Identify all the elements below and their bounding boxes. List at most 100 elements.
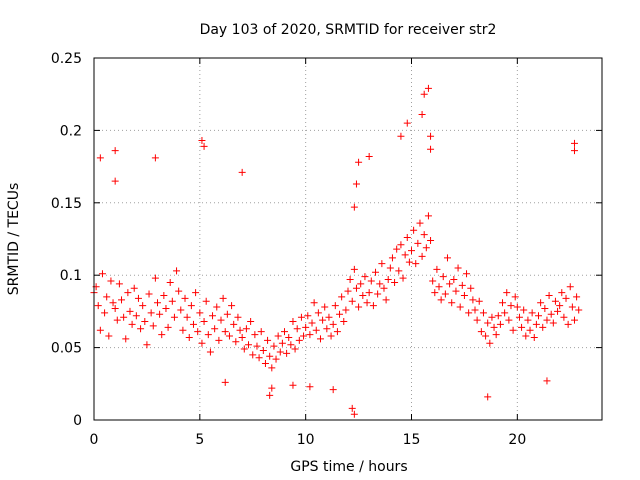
data-point xyxy=(467,284,475,292)
x-tick-label: 10 xyxy=(297,432,315,448)
data-point xyxy=(329,386,337,394)
data-point xyxy=(441,290,449,298)
data-point xyxy=(111,305,119,313)
data-point xyxy=(463,270,471,278)
data-point xyxy=(352,284,360,292)
data-point xyxy=(348,297,356,305)
data-point xyxy=(321,303,329,311)
data-point xyxy=(418,252,426,260)
data-point xyxy=(300,332,308,340)
data-point xyxy=(429,277,437,285)
data-point xyxy=(327,332,335,340)
data-point xyxy=(378,260,386,268)
data-point xyxy=(126,307,134,315)
data-point xyxy=(530,333,538,341)
data-point xyxy=(490,323,498,331)
data-point xyxy=(543,377,551,385)
data-point xyxy=(94,302,102,310)
data-point xyxy=(192,289,200,297)
data-point xyxy=(177,306,185,314)
axis-ticks xyxy=(93,57,602,421)
data-point xyxy=(397,132,405,140)
data-point xyxy=(202,297,210,305)
data-point xyxy=(537,299,545,307)
data-point xyxy=(289,318,297,326)
data-point xyxy=(562,294,570,302)
data-point xyxy=(416,219,424,227)
data-point xyxy=(501,309,509,317)
data-point xyxy=(228,302,236,310)
plot-frame xyxy=(93,57,603,421)
data-point xyxy=(312,326,320,334)
data-point xyxy=(200,318,208,326)
data-point xyxy=(418,110,426,118)
data-point xyxy=(234,313,242,321)
data-point xyxy=(414,239,422,247)
data-point xyxy=(575,306,583,314)
data-point xyxy=(268,364,276,372)
data-point xyxy=(446,280,454,288)
data-point xyxy=(316,335,324,343)
data-point xyxy=(513,303,521,311)
data-point xyxy=(128,320,136,328)
data-point xyxy=(308,319,316,327)
data-point xyxy=(420,231,428,239)
data-point xyxy=(350,265,358,273)
data-point xyxy=(139,302,147,310)
data-point xyxy=(391,278,399,286)
data-point xyxy=(198,137,206,145)
data-point xyxy=(238,333,246,341)
data-point xyxy=(109,299,117,307)
data-point xyxy=(374,290,382,298)
x-tick-label: 20 xyxy=(508,432,526,448)
data-point xyxy=(111,147,119,155)
data-point xyxy=(257,328,265,336)
data-point xyxy=(245,341,253,349)
data-point xyxy=(361,273,369,281)
data-point xyxy=(204,331,212,339)
data-point xyxy=(306,383,314,391)
y-tick-label: 0.25 xyxy=(51,51,82,67)
data-point xyxy=(570,139,578,147)
data-point xyxy=(568,303,576,311)
data-point xyxy=(535,312,542,320)
data-points xyxy=(90,84,583,418)
data-point xyxy=(281,328,288,336)
data-point xyxy=(433,265,441,273)
data-point xyxy=(236,326,244,334)
data-point xyxy=(564,320,572,328)
data-point xyxy=(293,325,301,333)
data-point xyxy=(469,296,477,304)
data-point xyxy=(179,326,187,334)
data-point xyxy=(539,323,547,331)
data-point xyxy=(384,276,392,284)
data-point xyxy=(198,339,206,347)
data-point xyxy=(240,345,248,353)
data-point xyxy=(528,309,536,317)
data-point xyxy=(151,274,159,282)
data-point xyxy=(251,331,259,339)
data-point xyxy=(348,404,356,412)
data-point xyxy=(230,320,238,328)
data-point xyxy=(479,309,487,317)
data-point xyxy=(261,360,269,368)
data-point xyxy=(443,254,451,262)
data-point xyxy=(372,268,380,276)
data-point xyxy=(168,297,176,305)
data-point xyxy=(96,154,104,162)
data-point xyxy=(185,333,193,341)
data-point xyxy=(369,302,377,310)
data-point xyxy=(454,264,462,272)
data-point xyxy=(118,296,126,304)
data-point xyxy=(238,168,246,176)
data-point xyxy=(175,287,183,295)
data-point xyxy=(266,391,274,399)
data-point xyxy=(518,323,526,331)
data-point xyxy=(278,339,286,347)
data-point xyxy=(558,289,566,297)
data-point xyxy=(367,277,375,285)
data-point xyxy=(154,299,161,307)
data-point xyxy=(452,287,460,295)
data-point xyxy=(511,293,519,301)
data-point xyxy=(473,316,481,324)
